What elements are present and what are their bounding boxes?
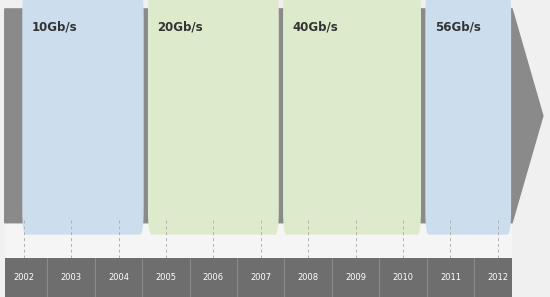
Text: 2008: 2008 (298, 273, 319, 282)
Text: 2002: 2002 (13, 273, 34, 282)
Text: 10Gb/s: 10Gb/s (32, 21, 78, 34)
Text: 2005: 2005 (156, 273, 177, 282)
Text: 2006: 2006 (203, 273, 224, 282)
Text: 20Gb/s: 20Gb/s (157, 21, 203, 34)
Text: 2012: 2012 (487, 273, 508, 282)
Bar (5, 217, 512, 261)
Text: 2004: 2004 (108, 273, 129, 282)
Text: 2011: 2011 (440, 273, 461, 282)
Text: 2009: 2009 (345, 273, 366, 282)
Bar (5, 258, 512, 297)
Text: 2010: 2010 (393, 273, 414, 282)
FancyBboxPatch shape (148, 0, 279, 235)
FancyBboxPatch shape (425, 0, 511, 235)
FancyBboxPatch shape (23, 0, 144, 235)
Text: 2003: 2003 (60, 273, 82, 282)
Text: 2007: 2007 (250, 273, 271, 282)
Text: 56Gb/s: 56Gb/s (435, 21, 481, 34)
Polygon shape (5, 9, 543, 223)
Text: 40Gb/s: 40Gb/s (293, 21, 338, 34)
FancyBboxPatch shape (283, 0, 421, 235)
